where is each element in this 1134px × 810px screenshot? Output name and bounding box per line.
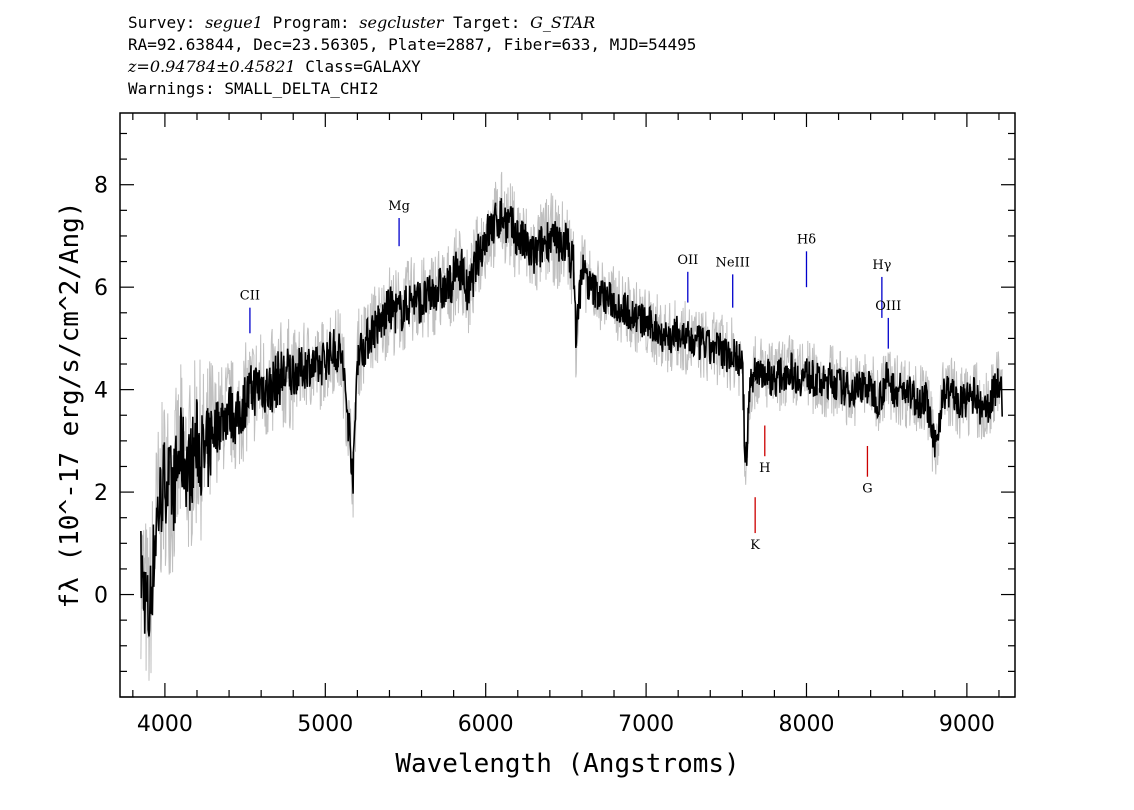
line-annotations: CII Mg OII NeIII Hδ Hγ OIII H G K (240, 199, 902, 553)
redshift-value: z=0.94784±0.45821 (128, 57, 296, 76)
spectrum-line (140, 198, 1003, 637)
y-tick-label: 6 (94, 276, 108, 301)
annotation-label-oii: OII (677, 253, 698, 268)
x-tick-label: 6000 (458, 712, 514, 737)
annotation-label-mg: Mg (388, 199, 410, 214)
survey-value: segue1 (205, 13, 263, 32)
header-line-3: z=0.94784±0.45821 Class=GALAXY (128, 56, 696, 78)
y-tick-label: 0 (94, 584, 108, 609)
header-line-4: Warnings: SMALL_DELTA_CHI2 (128, 79, 379, 98)
x-tick-label: 8000 (778, 712, 834, 737)
annotation-label-neiii: NeIII (715, 255, 749, 270)
survey-label: Survey: (128, 13, 196, 32)
annotation-label-h: H (759, 461, 770, 476)
y-axis-title: fλ (10^-17 erg/s/cm^2/Ang) (55, 202, 85, 609)
x-tick-label: 9000 (939, 712, 995, 737)
y-tick-label: 2 (94, 481, 108, 506)
x-axis-title: Wavelength (Angstroms) (395, 749, 739, 779)
x-axis-ticks: 4000 5000 6000 7000 8000 9000 (132, 113, 1000, 737)
target-value: G_STAR (530, 13, 596, 32)
x-tick-label: 4000 (137, 712, 193, 737)
target-label: Target: (453, 13, 521, 32)
y-tick-label: 8 (94, 174, 108, 199)
header-line-2: RA=92.63844, Dec=23.56305, Plate=2887, F… (128, 35, 697, 54)
class-value: Class=GALAXY (305, 57, 421, 76)
annotation-label-cii: CII (240, 289, 260, 304)
header-line-1: Survey: segue1 Program: segcluster Targe… (128, 12, 696, 34)
plot-frame (119, 112, 1016, 698)
x-tick-label: 7000 (618, 712, 674, 737)
program-value: segcluster (359, 13, 444, 32)
annotation-label-g: G (862, 482, 872, 497)
annotation-label-hγ: Hγ (872, 258, 891, 273)
x-tick-label: 5000 (297, 712, 353, 737)
spectrum-header: Survey: segue1 Program: segcluster Targe… (128, 12, 696, 100)
y-axis-ticks: 0 2 4 6 8 (94, 132, 1015, 698)
program-label: Program: (272, 13, 350, 32)
annotation-label-hδ: Hδ (797, 232, 816, 247)
spectrum-line-group (140, 198, 1003, 637)
y-tick-label: 4 (94, 379, 108, 404)
annotation-label-k: K (750, 538, 760, 553)
annotation-label-oiii: OIII (875, 299, 901, 314)
